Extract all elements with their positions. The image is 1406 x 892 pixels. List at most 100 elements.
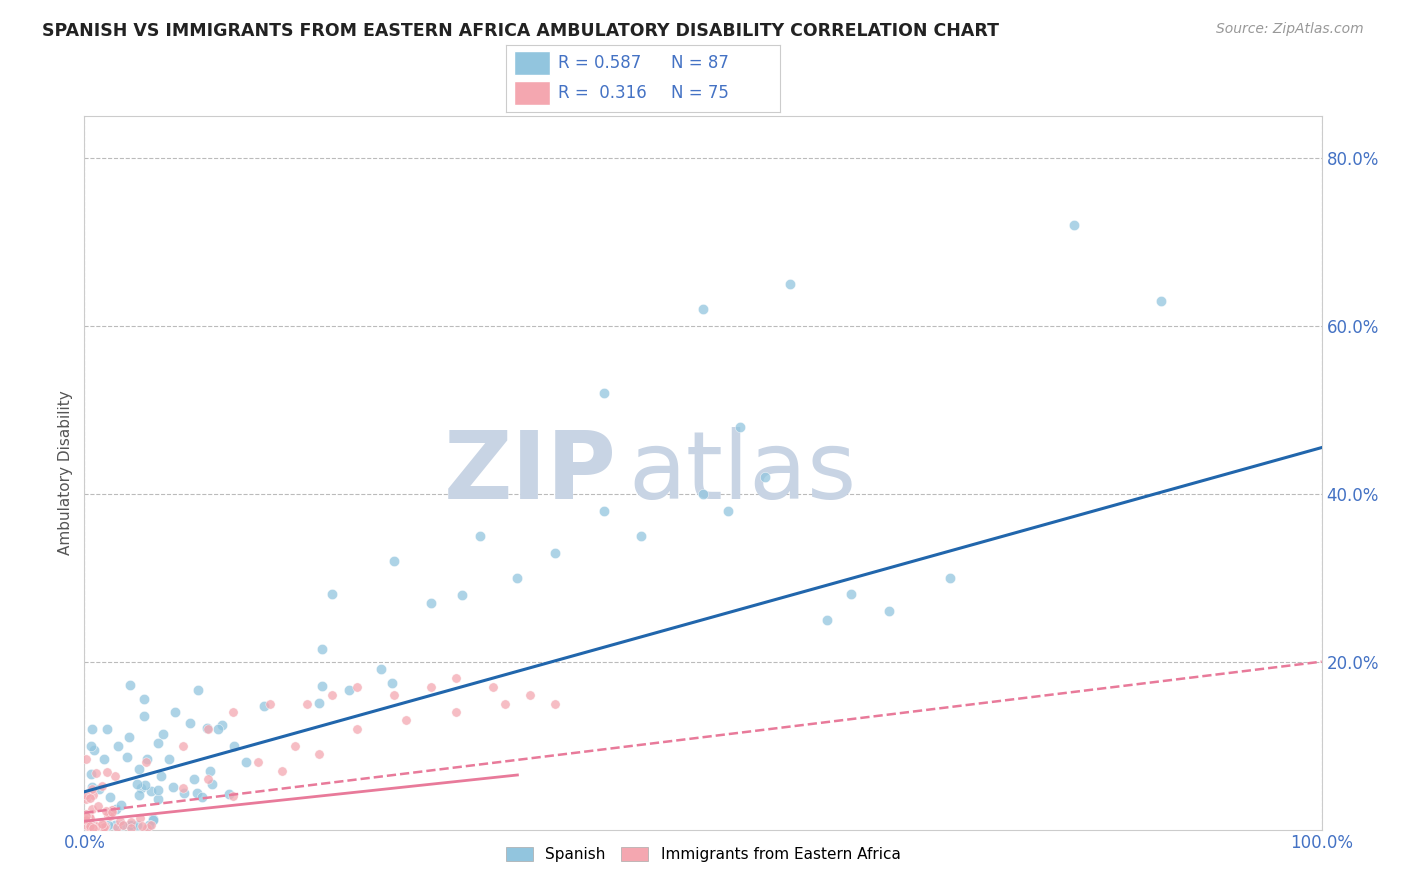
Point [120, 678, 142, 692]
Point [75, 792, 97, 806]
Point [419, 680, 441, 694]
Point [1150, 293, 1173, 308]
Point [128, 811, 150, 825]
Point [308, 696, 330, 710]
Point [172, 780, 194, 795]
Point [841, 587, 863, 601]
Point [79, 815, 101, 830]
Point [152, 727, 174, 741]
Point [346, 680, 368, 694]
Point [138, 818, 160, 832]
Point [110, 814, 132, 828]
Point [186, 786, 208, 800]
Point [80, 820, 103, 834]
Point [96, 723, 118, 737]
Point [173, 786, 195, 800]
Point [815, 613, 838, 627]
Point [93, 820, 115, 834]
Point [135, 756, 157, 770]
Point [79, 739, 101, 753]
Point [80, 780, 103, 795]
Point [877, 604, 900, 618]
Text: N = 87: N = 87 [671, 54, 728, 71]
Point [692, 301, 714, 316]
Point [101, 803, 124, 817]
Point [75, 809, 97, 823]
Point [104, 818, 127, 832]
Point [101, 805, 124, 819]
Point [149, 769, 172, 783]
Point [83, 742, 105, 756]
Point [111, 818, 134, 832]
Point [494, 697, 516, 711]
Point [284, 739, 307, 753]
Text: R = 0.587: R = 0.587 [558, 54, 641, 71]
Point [110, 797, 132, 812]
Point [157, 752, 180, 766]
Point [97, 818, 120, 832]
Point [75, 788, 97, 802]
Point [754, 470, 776, 484]
Text: ZIP: ZIP [443, 426, 616, 519]
Legend: Spanish, Immigrants from Eastern Africa: Spanish, Immigrants from Eastern Africa [499, 840, 907, 868]
Point [98, 789, 121, 804]
Point [195, 721, 218, 735]
Point [105, 802, 128, 816]
Point [311, 679, 333, 693]
Point [79, 819, 101, 833]
Point [82, 722, 104, 736]
Point [146, 736, 169, 750]
Point [80, 822, 103, 836]
Point [146, 792, 169, 806]
Point [172, 739, 194, 753]
Y-axis label: Ambulatory Disability: Ambulatory Disability [58, 391, 73, 555]
Point [222, 789, 245, 803]
Text: SPANISH VS IMMIGRANTS FROM EASTERN AFRICA AMBULATORY DISABILITY CORRELATION CHAR: SPANISH VS IMMIGRANTS FROM EASTERN AFRIC… [42, 22, 1000, 40]
Point [75, 809, 97, 823]
Point [134, 778, 156, 792]
Point [75, 818, 97, 832]
Point [93, 752, 115, 766]
Point [395, 714, 418, 728]
Point [593, 503, 616, 517]
Point [218, 788, 240, 802]
Point [197, 772, 219, 787]
Point [382, 688, 405, 702]
Point [111, 818, 134, 832]
Point [382, 554, 405, 568]
Text: R =  0.316: R = 0.316 [558, 84, 647, 102]
Point [593, 386, 616, 401]
Point [79, 767, 101, 781]
Point [127, 818, 149, 832]
Point [630, 529, 652, 543]
Point [132, 709, 155, 723]
Point [75, 752, 97, 766]
Point [197, 722, 219, 736]
Point [101, 804, 124, 818]
Point [506, 571, 529, 585]
Point [187, 683, 209, 698]
Point [91, 820, 114, 834]
Point [75, 813, 97, 827]
Point [191, 789, 214, 804]
Point [470, 529, 492, 543]
Point [235, 755, 257, 769]
Point [79, 791, 101, 805]
Point [94, 819, 117, 833]
Point [121, 818, 143, 832]
Point [75, 807, 97, 822]
Point [207, 722, 229, 736]
Point [120, 814, 142, 829]
Point [79, 809, 101, 823]
Point [118, 730, 141, 744]
Point [692, 487, 714, 501]
Point [82, 802, 104, 816]
Point [131, 781, 153, 796]
Point [146, 782, 169, 797]
Point [444, 705, 467, 719]
Point [321, 587, 343, 601]
Point [97, 808, 120, 822]
Point [128, 762, 150, 776]
Point [127, 776, 149, 790]
Point [120, 818, 142, 832]
